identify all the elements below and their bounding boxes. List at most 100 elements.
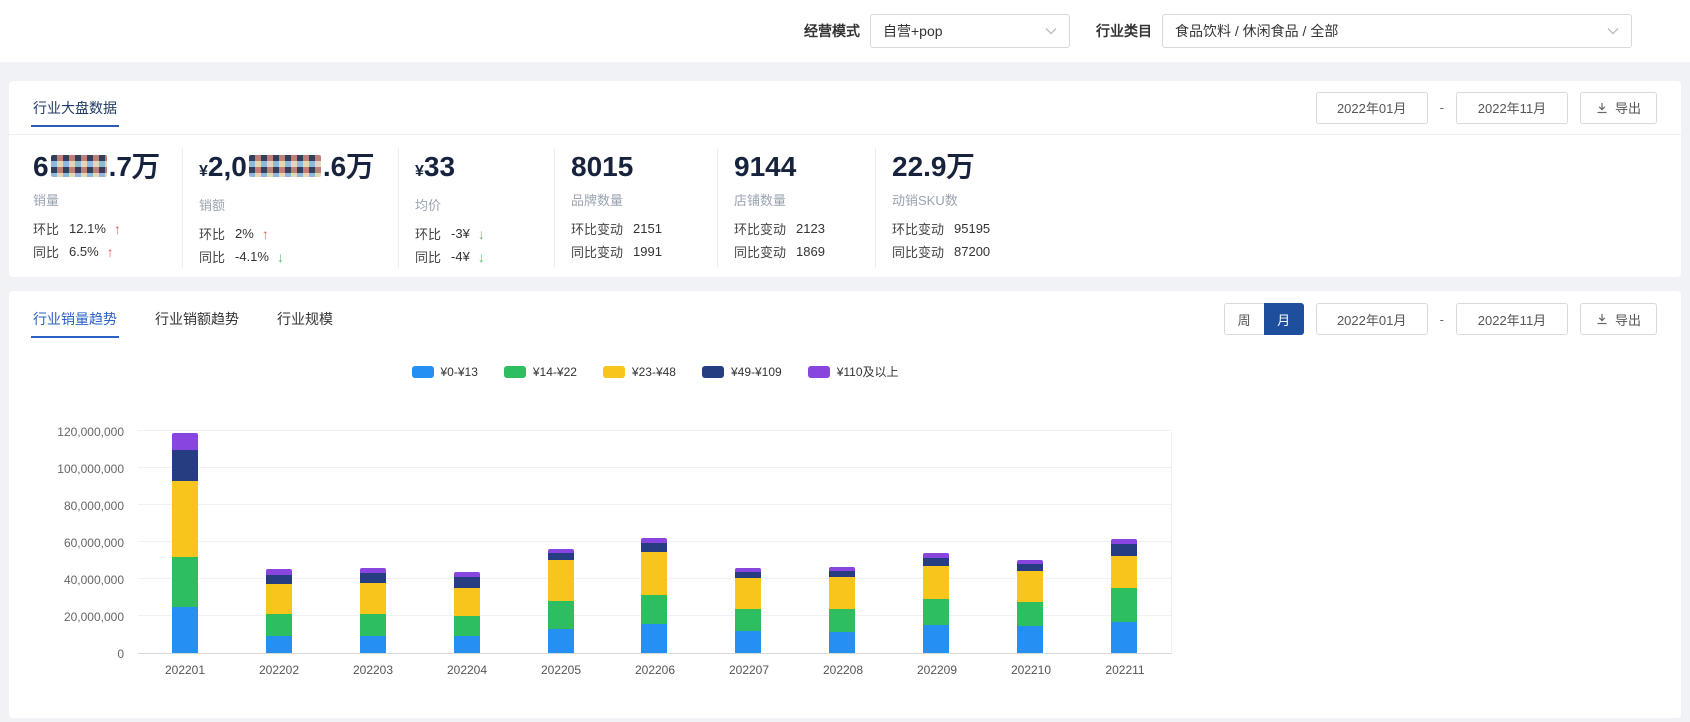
bar-segment — [923, 566, 949, 599]
kpi-card: 22.9万动销SKU数环比变动95195同比变动87200 — [876, 148, 1096, 268]
bar-segment — [360, 636, 386, 653]
bar-segment — [1111, 588, 1137, 622]
bar-segment — [360, 573, 386, 583]
y-axis-tick-label: 60,000,000 — [64, 536, 124, 550]
metric-name: 环比 — [415, 224, 441, 243]
legend-item[interactable]: ¥14-¥22 — [504, 365, 577, 379]
metric-value: 1869 — [796, 244, 825, 259]
x-axis-tick-label: 202206 — [608, 663, 702, 677]
metric-value: -4.1% — [235, 249, 269, 264]
kpi-metric-row: 同比6.5%↑ — [33, 240, 166, 263]
currency-symbol: ¥ — [199, 163, 208, 180]
chart-category-column — [420, 432, 514, 653]
category-select[interactable]: 食品饮料 / 休闲食品 / 全部 — [1162, 14, 1632, 48]
stacked-bar — [454, 572, 480, 653]
y-axis-tick-label: 120,000,000 — [57, 425, 124, 439]
mode-select[interactable]: 自营+pop — [870, 14, 1070, 48]
overview-export-button[interactable]: 导出 — [1580, 92, 1657, 124]
x-axis-tick-label: 202203 — [326, 663, 420, 677]
overview-date-start[interactable]: 2022年01月 — [1316, 92, 1428, 124]
mode-select-value: 自营+pop — [883, 21, 943, 41]
bar-segment — [1111, 544, 1137, 556]
kpi-card: 8015品牌数量环比变动2151同比变动1991 — [555, 148, 718, 268]
bar-segment — [172, 433, 198, 450]
tab-industry-scale[interactable]: 行业规模 — [277, 309, 333, 329]
metric-value: 2% — [235, 226, 254, 241]
bar-segment — [360, 614, 386, 636]
y-axis-tick-label: 20,000,000 — [64, 610, 124, 624]
legend-item[interactable]: ¥49-¥109 — [702, 365, 782, 379]
legend-item[interactable]: ¥23-¥48 — [603, 365, 676, 379]
metric-value: 95195 — [954, 221, 990, 236]
metric-name: 环比变动 — [892, 219, 944, 238]
arrow-down-icon: ↓ — [277, 249, 284, 265]
legend-label: ¥23-¥48 — [632, 365, 676, 379]
export-label: 导出 — [1615, 310, 1641, 329]
trends-date-start[interactable]: 2022年01月 — [1316, 303, 1428, 335]
x-axis-tick-label: 202204 — [420, 663, 514, 677]
currency-symbol: ¥ — [415, 163, 424, 180]
overview-date-end[interactable]: 2022年11月 — [1456, 92, 1568, 124]
trends-card: 行业销量趋势 行业销额趋势 行业规模 周 月 2022年01月 - 2022年1… — [9, 291, 1681, 718]
bar-segment — [172, 481, 198, 557]
bar-segment — [923, 558, 949, 566]
arrow-up-icon: ↑ — [114, 221, 121, 237]
kpi-value-text: 8015 — [571, 151, 633, 182]
bar-segment — [829, 632, 855, 653]
bar-segment — [829, 577, 855, 609]
legend-item[interactable]: ¥110及以上 — [808, 363, 899, 380]
stacked-bar — [172, 433, 198, 653]
trends-header: 行业销量趋势 行业销额趋势 行业规模 周 月 2022年01月 - 2022年1… — [9, 291, 1681, 347]
kpi-label: 销量 — [33, 190, 166, 209]
kpi-label: 均价 — [415, 195, 538, 214]
y-axis-tick-label: 100,000,000 — [57, 462, 124, 476]
trends-date-end[interactable]: 2022年11月 — [1456, 303, 1568, 335]
x-axis-tick-label: 202205 — [514, 663, 608, 677]
bar-segment — [548, 560, 574, 601]
bar-segment — [923, 599, 949, 625]
kpi-value: 22.9万 — [892, 150, 1080, 184]
arrow-up-icon: ↑ — [107, 244, 114, 260]
legend-item[interactable]: ¥0-¥13 — [412, 365, 478, 379]
metric-value: -3¥ — [451, 226, 470, 241]
bar-segment — [548, 553, 574, 560]
download-icon — [1596, 313, 1608, 325]
stacked-bar — [923, 553, 949, 653]
overview-header: 行业大盘数据 2022年01月 - 2022年11月 导出 — [9, 81, 1681, 135]
chart-category-column — [138, 432, 232, 653]
bar-segment — [172, 557, 198, 607]
chart-category-column — [701, 432, 795, 653]
kpi-value: ¥33 — [415, 150, 538, 189]
kpi-value-text: 22.9万 — [892, 151, 975, 182]
legend-label: ¥14-¥22 — [533, 365, 577, 379]
kpi-metric-row: 同比-4¥↓ — [415, 245, 538, 268]
tab-industry-sales-volume-trend[interactable]: 行业销量趋势 — [33, 309, 117, 329]
metric-name: 环比变动 — [734, 219, 786, 238]
kpi-value-text: 6 — [33, 151, 49, 182]
trends-export-button[interactable]: 导出 — [1580, 303, 1657, 335]
chart-category-column — [1077, 432, 1171, 653]
kpi-value-suffix: .7万 — [109, 151, 160, 182]
overview-title-tab[interactable]: 行业大盘数据 — [33, 98, 117, 118]
legend-label: ¥0-¥13 — [441, 365, 478, 379]
x-axis-tick-label: 202208 — [796, 663, 890, 677]
kpi-value-suffix: .6万 — [323, 151, 374, 182]
metric-name: 环比 — [33, 219, 59, 238]
metric-value: 87200 — [954, 244, 990, 259]
chart-category-column — [795, 432, 889, 653]
bar-segment — [266, 575, 292, 584]
period-option-week[interactable]: 周 — [1224, 303, 1264, 335]
bar-segment — [641, 543, 667, 552]
stacked-bar — [735, 568, 761, 653]
tab-industry-sales-amount-trend[interactable]: 行业销额趋势 — [155, 309, 239, 329]
stacked-bar — [360, 568, 386, 653]
metric-name: 同比 — [33, 242, 59, 261]
date-range-separator: - — [1440, 100, 1444, 115]
bar-segment — [735, 631, 761, 653]
top-filter-bar: 经营模式 自营+pop 行业类目 食品饮料 / 休闲食品 / 全部 — [0, 0, 1690, 62]
kpi-row: 6.7万销量环比12.1%↑同比6.5%↑¥2,0.6万销额环比2%↑同比-4.… — [9, 135, 1681, 268]
bar-segment — [266, 614, 292, 636]
kpi-metric-row: 环比变动 95195 — [892, 217, 1080, 240]
kpi-label: 店铺数量 — [734, 190, 859, 209]
period-option-month[interactable]: 月 — [1264, 303, 1304, 335]
